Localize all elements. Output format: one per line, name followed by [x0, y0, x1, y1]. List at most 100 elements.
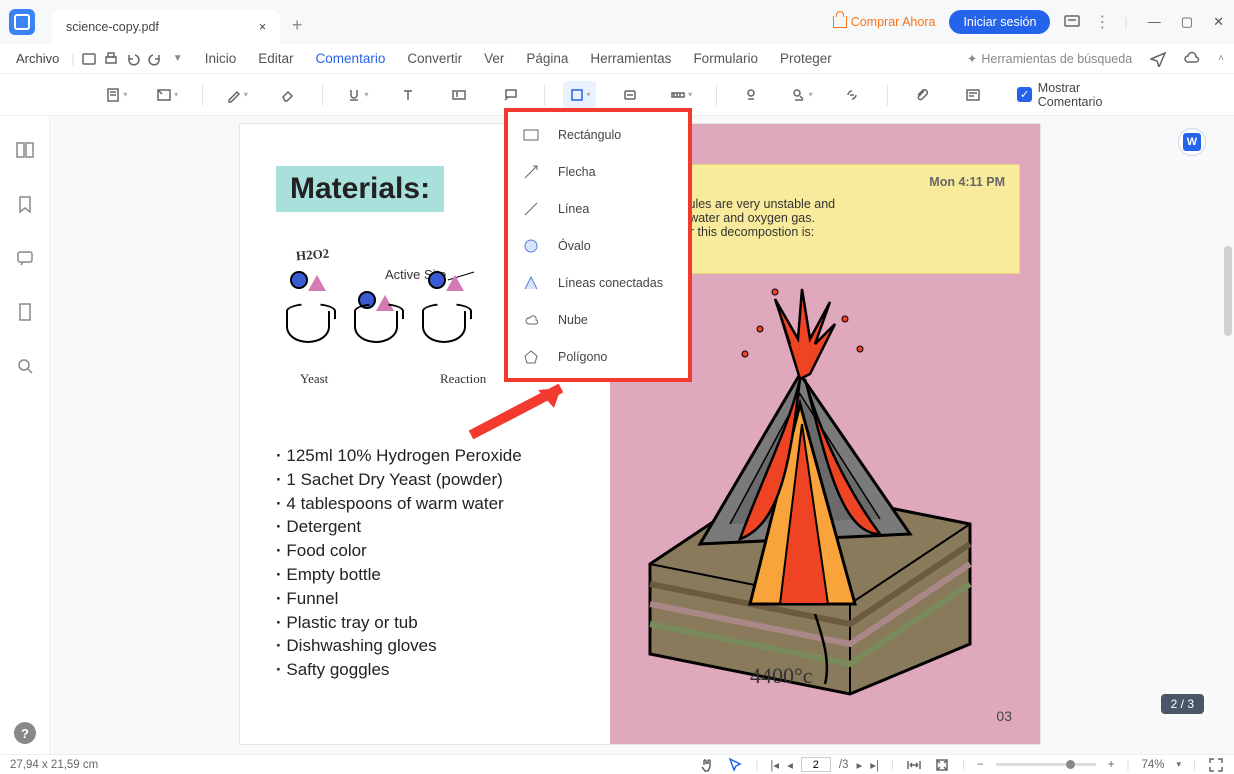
statusbar: 27,94 x 21,59 cm | |◂ ◂ /3 ▸ ▸| | | − + …	[0, 754, 1234, 774]
link-tool[interactable]	[836, 81, 869, 109]
page-dimensions: 27,94 x 21,59 cm	[10, 759, 98, 771]
maximize-button[interactable]: ▢	[1181, 14, 1193, 30]
tools-search[interactable]: ✦ Herramientas de búsqueda	[967, 51, 1132, 66]
shape-option-connected-lines[interactable]: Líneas conectadas	[508, 264, 688, 301]
shape-tool[interactable]	[563, 81, 596, 109]
document-tab[interactable]: science-copy.pdf ×	[52, 10, 280, 44]
signature-tool[interactable]	[785, 81, 818, 109]
chevron-up-icon[interactable]: ˄	[1218, 53, 1224, 64]
word-export-badge[interactable]: W	[1178, 128, 1206, 156]
new-tab-button[interactable]: +	[282, 15, 312, 36]
tab-pagina[interactable]: Página	[526, 51, 568, 66]
tab-convertir[interactable]: Convertir	[407, 51, 462, 66]
app-logo[interactable]	[0, 0, 44, 44]
yeast-cup-icon	[422, 311, 466, 343]
minimize-button[interactable]: —	[1148, 14, 1161, 30]
shape-option-line[interactable]: Línea	[508, 190, 688, 227]
list-item: Funnel	[276, 587, 522, 611]
list-item: Empty bottle	[276, 563, 522, 587]
help-button[interactable]: ?	[14, 722, 36, 744]
stamp2-tool[interactable]	[734, 81, 767, 109]
comment-list-tool[interactable]	[957, 81, 990, 109]
underline-tool[interactable]	[341, 81, 374, 109]
list-item: 1 Sachet Dry Yeast (powder)	[276, 468, 522, 492]
attachment-tool[interactable]	[906, 81, 939, 109]
file-menu[interactable]: Archivo	[10, 51, 65, 66]
arrow-icon	[522, 163, 540, 181]
vertical-scrollbar[interactable]	[1224, 126, 1232, 526]
tab-proteger[interactable]: Proteger	[780, 51, 832, 66]
yeast-cup-icon	[354, 311, 398, 343]
list-item: Dishwashing gloves	[276, 634, 522, 658]
rectangle-icon	[522, 126, 540, 144]
buy-now-link[interactable]: Comprar Ahora	[833, 15, 936, 29]
zoom-dropdown-icon[interactable]: ▾	[1176, 759, 1181, 770]
zoom-value: 74%	[1141, 759, 1164, 771]
molecule-icon	[428, 271, 464, 292]
fit-page-icon[interactable]	[934, 757, 950, 773]
first-page-icon[interactable]: |◂	[770, 758, 779, 772]
signin-button[interactable]: Iniciar sesión	[949, 10, 1050, 34]
list-item: 125ml 10% Hydrogen Peroxide	[276, 444, 522, 468]
close-window-button[interactable]: ✕	[1213, 14, 1224, 30]
shape-option-polygon[interactable]: Polígono	[508, 338, 688, 375]
reaction-diagram: H2O2 Active Site Yeast Reaction	[280, 249, 540, 379]
cloud-shape-icon	[522, 311, 540, 329]
thumbnails-icon[interactable]	[15, 140, 35, 160]
total-pages: /3	[839, 759, 849, 771]
zoom-slider[interactable]	[996, 763, 1096, 766]
prev-page-icon[interactable]: ◂	[787, 758, 793, 772]
materials-heading: Materials:	[276, 166, 444, 212]
search-panel-icon[interactable]	[15, 356, 35, 376]
redo-icon[interactable]	[147, 51, 163, 67]
close-tab-icon[interactable]: ×	[259, 20, 266, 34]
shape-option-arrow[interactable]: Flecha	[508, 153, 688, 190]
shape-option-rectangle[interactable]: Rectángulo	[508, 116, 688, 153]
callout-tool[interactable]	[493, 81, 526, 109]
stamp-tool[interactable]	[614, 81, 647, 109]
highlight-area-tool[interactable]	[151, 81, 184, 109]
attachments-panel-icon[interactable]	[15, 302, 35, 322]
hand-tool-icon[interactable]	[699, 757, 715, 773]
undo-icon[interactable]	[125, 51, 141, 67]
yeast-cup-icon	[286, 311, 330, 343]
pencil-tool[interactable]	[221, 81, 254, 109]
chat-icon[interactable]	[1064, 14, 1080, 30]
eraser-tool[interactable]	[271, 81, 304, 109]
tab-inicio[interactable]: Inicio	[205, 51, 237, 66]
menu-tabs: Inicio Editar Comentario Convertir Ver P…	[205, 51, 832, 66]
shape-option-cloud[interactable]: Nube	[508, 301, 688, 338]
list-item: Detergent	[276, 515, 522, 539]
print-icon[interactable]	[103, 51, 119, 67]
connected-lines-icon	[522, 274, 540, 292]
tab-comentario[interactable]: Comentario	[316, 51, 386, 66]
page-input[interactable]	[801, 757, 831, 772]
note-tool[interactable]	[100, 81, 133, 109]
tab-ver[interactable]: Ver	[484, 51, 504, 66]
left-rail	[0, 116, 50, 754]
cloud-icon[interactable]	[1184, 51, 1200, 67]
fullscreen-icon[interactable]	[1208, 757, 1224, 773]
comments-panel-icon[interactable]	[15, 248, 35, 268]
last-page-icon[interactable]: ▸|	[870, 758, 879, 772]
bookmarks-icon[interactable]	[15, 194, 35, 214]
text-tool[interactable]	[392, 81, 425, 109]
tab-editar[interactable]: Editar	[258, 51, 293, 66]
open-icon[interactable]	[81, 51, 97, 67]
zoom-out-icon[interactable]: −	[977, 759, 984, 771]
shape-option-oval[interactable]: Óvalo	[508, 227, 688, 264]
tab-herramientas[interactable]: Herramientas	[590, 51, 671, 66]
textbox-tool[interactable]	[443, 81, 476, 109]
fit-width-icon[interactable]	[906, 757, 922, 773]
select-tool-icon[interactable]	[727, 757, 743, 773]
dropdown-icon[interactable]: ▼	[169, 50, 187, 68]
show-comment-toggle[interactable]: ✓ Mostrar Comentario	[1017, 81, 1144, 109]
more-icon[interactable]: ⋮	[1094, 12, 1110, 32]
tab-formulario[interactable]: Formulario	[693, 51, 758, 66]
page-number: 03	[996, 708, 1012, 724]
next-page-icon[interactable]: ▸	[856, 758, 862, 772]
send-icon[interactable]	[1150, 51, 1166, 67]
zoom-in-icon[interactable]: +	[1108, 759, 1115, 771]
measure-tool[interactable]	[665, 81, 698, 109]
cart-icon	[833, 16, 847, 28]
